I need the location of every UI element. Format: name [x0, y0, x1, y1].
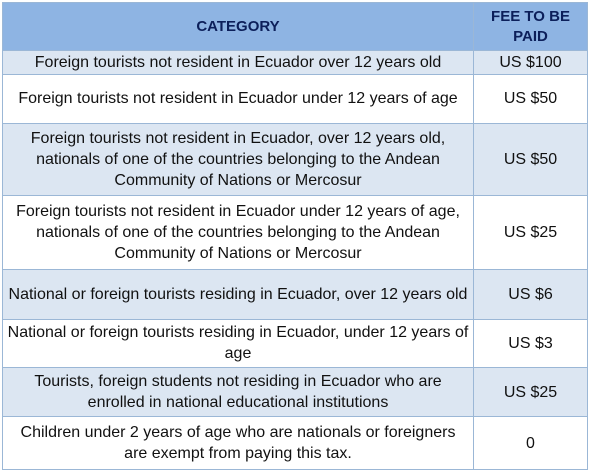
table-row: Foreign tourists not resident in Ecuador…: [2, 122, 588, 197]
fee-cell: US $25: [473, 366, 588, 418]
category-cell: National or foreign tourists residing in…: [2, 318, 474, 368]
table-row: National or foreign tourists residing in…: [2, 318, 588, 368]
category-cell: Foreign tourists not resident in Ecuador…: [2, 195, 474, 271]
table-row: Foreign tourists not resident in Ecuador…: [2, 74, 588, 124]
category-cell: Tourists, foreign students not residing …: [2, 366, 474, 418]
fee-cell: US $50: [473, 74, 588, 124]
category-cell: Foreign tourists not resident in Ecuador…: [2, 122, 474, 197]
fee-cell: 0: [473, 416, 588, 470]
category-header: CATEGORY: [2, 2, 474, 51]
header-row: CATEGORY FEE TO BE PAID: [2, 2, 588, 51]
category-cell: Foreign tourists not resident in Ecuador…: [2, 49, 474, 76]
table-row: Tourists, foreign students not residing …: [2, 366, 588, 418]
category-cell: Foreign tourists not resident in Ecuador…: [2, 74, 474, 124]
category-cell: Children under 2 years of age who are na…: [2, 416, 474, 470]
table-row: Foreign tourists not resident in Ecuador…: [2, 49, 588, 76]
fee-cell: US $50: [473, 122, 588, 197]
fee-cell: US $25: [473, 195, 588, 271]
category-cell: National or foreign tourists residing in…: [2, 269, 474, 320]
table-row: National or foreign tourists residing in…: [2, 269, 588, 320]
fee-cell: US $3: [473, 318, 588, 368]
table-row: Children under 2 years of age who are na…: [2, 416, 588, 470]
table-row: Foreign tourists not resident in Ecuador…: [2, 195, 588, 271]
fee-cell: US $6: [473, 269, 588, 320]
fee-header: FEE TO BE PAID: [473, 2, 588, 51]
fee-cell: US $100: [473, 49, 588, 76]
